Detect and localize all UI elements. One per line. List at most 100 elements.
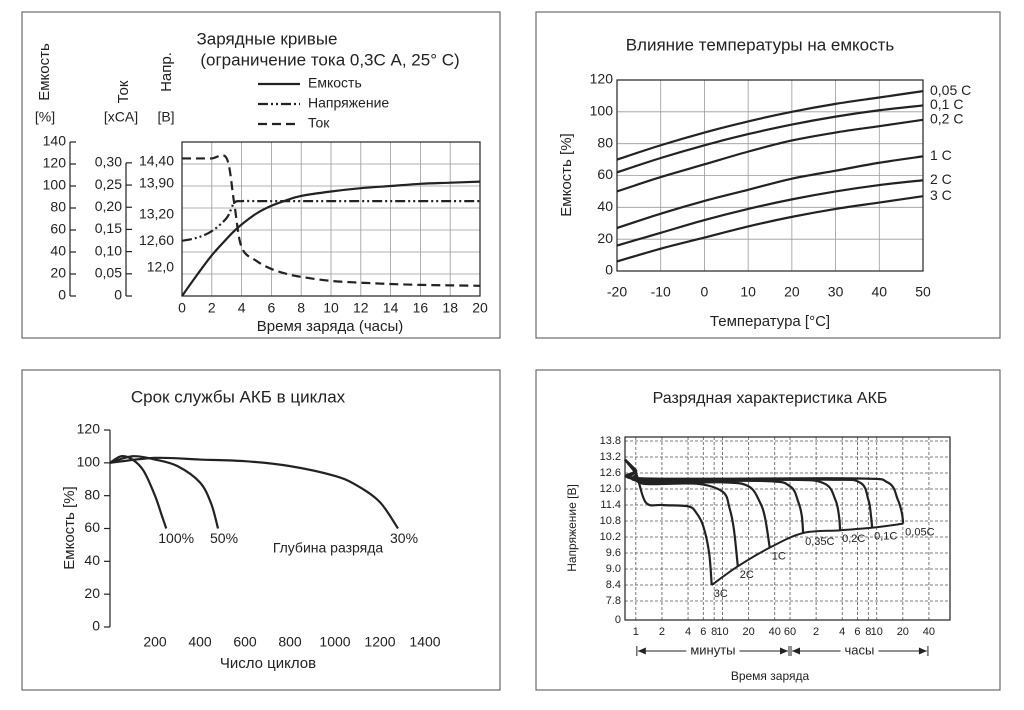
series-line (182, 154, 481, 287)
series-label: 0,05 C (930, 82, 971, 98)
chart-title: Влияние температуры на емкость (626, 35, 895, 54)
series-line (616, 179, 924, 247)
y-tick-label: 0 (58, 287, 66, 303)
x-axis-title: Температура [°C] (710, 313, 830, 330)
y-tick-label: 13.2 (600, 451, 621, 463)
x-tick-label: 4 (839, 626, 845, 638)
y-tick-label: 120 (590, 71, 614, 87)
group-label-bg (840, 642, 879, 658)
y3-axis-title: Напр. (158, 52, 175, 92)
series-label: 3 C (930, 187, 952, 203)
x-tick-label: -10 (651, 284, 671, 300)
y-tick-label: 100 (43, 177, 67, 193)
series-line (616, 104, 924, 174)
y-tick-label: 100 (590, 103, 614, 119)
x-tick-label: 4 (238, 300, 246, 316)
series-label: 0,05C (905, 527, 934, 539)
x-tick-label: 800 (278, 634, 302, 650)
y-tick-label: 60 (84, 519, 100, 535)
x-tick-label: 20 (784, 284, 800, 300)
y3-axis-unit: [B] (157, 109, 174, 125)
series-label: 2 C (930, 171, 952, 187)
y-tick-label: 10.8 (600, 515, 621, 527)
x-tick-label: 50 (915, 284, 931, 300)
series-line (109, 455, 220, 529)
x-tick-label: 40 (769, 626, 781, 638)
y-axis-title: Напряжение [B] (565, 484, 579, 572)
cutoff-curve (711, 522, 904, 586)
y-tick-label: 20 (597, 230, 613, 246)
y3-tick-label: 14,40 (139, 153, 174, 169)
y-tick-label: 60 (50, 221, 66, 237)
y-tick-label: 40 (50, 243, 66, 259)
series-line (181, 199, 480, 242)
x-tick-label: 0 (178, 300, 186, 316)
x-tick-label: 200 (143, 634, 167, 650)
y2-tick-label: 0 (114, 287, 122, 303)
x-axis-title: Число циклов (220, 655, 316, 672)
series-label: 30% (390, 530, 418, 546)
y-axis-unit: [%] (35, 109, 55, 125)
series-line (616, 155, 924, 230)
group-label: часы (845, 642, 875, 657)
series-label: 1 C (930, 147, 952, 163)
panel (21, 369, 501, 691)
y-tick-label: 140 (43, 133, 67, 149)
group-label-bg (686, 642, 740, 658)
x-tick-label: 6 (700, 626, 706, 638)
chart-subtitle: (ограничение тока 0,3С А, 25° С) (200, 50, 459, 69)
y-tick-label: 12.0 (600, 483, 621, 495)
y-tick-label: 20 (50, 265, 66, 281)
series-line (624, 458, 805, 534)
y-axis-title: Емкость [%] (558, 133, 575, 216)
y-axis-title: Емкость (36, 43, 53, 101)
plot-frame (624, 436, 951, 621)
y-tick-label: 9.0 (606, 563, 621, 575)
x-tick-label: 0 (701, 284, 709, 300)
x-tick-label: 1000 (319, 634, 350, 650)
series-line (109, 456, 399, 530)
series-line (109, 455, 168, 529)
series-label: 1C (772, 551, 786, 563)
chart-title: Зарядные кривые (197, 29, 338, 48)
x-tick-label: 6 (268, 300, 276, 316)
y3-tick-label: 13,90 (139, 175, 174, 191)
x-tick-label: 20 (472, 300, 488, 316)
x-tick-label: 14 (383, 300, 399, 316)
y-tick-label: 80 (50, 199, 66, 215)
y-tick-label: 100 (77, 454, 101, 470)
series-label: 0,1 C (930, 96, 963, 112)
y2-tick-label: 0,05 (95, 265, 122, 281)
x-tick-label: 20 (897, 626, 909, 638)
x-tick-label: 10 (871, 626, 883, 638)
x-tick-label: 8 (711, 626, 717, 638)
series-label: 2C (740, 569, 754, 581)
annotation: Глубина разряда (273, 540, 384, 556)
y3-tick-label: 13,20 (139, 206, 174, 222)
y2-tick-label: 0,20 (95, 198, 122, 214)
x-tick-label: 4 (685, 626, 691, 638)
chart-title: Разрядная характеристика АКБ (653, 390, 888, 407)
y-tick-label: 0 (92, 618, 100, 634)
chart-title: Срок службы АКБ в циклах (131, 387, 346, 406)
y-axis-title: Емкость [%] (61, 486, 78, 569)
y2-tick-label: 0,15 (95, 220, 122, 236)
series-label: 100% (158, 530, 194, 546)
y-tick-label: 80 (84, 486, 100, 502)
series-label: 0,1C (874, 531, 897, 543)
y2-axis-title: Ток (115, 80, 132, 103)
x-tick-label: 6 (854, 626, 860, 638)
y-tick-label: 7.8 (606, 595, 621, 607)
y-tick-label: 120 (43, 155, 67, 171)
x-tick-label: 30 (828, 284, 844, 300)
x-tick-label: 400 (188, 634, 212, 650)
x-tick-label: 8 (297, 300, 305, 316)
x-axis-title: Время заряда (731, 669, 810, 683)
series-label: 0,2C (842, 533, 865, 545)
series-line (616, 90, 924, 161)
x-tick-label: 1200 (364, 634, 395, 650)
x-tick-label: 60 (784, 626, 796, 638)
y-tick-label: 40 (597, 198, 613, 214)
series-line (616, 195, 924, 263)
x-tick-label: 40 (871, 284, 887, 300)
